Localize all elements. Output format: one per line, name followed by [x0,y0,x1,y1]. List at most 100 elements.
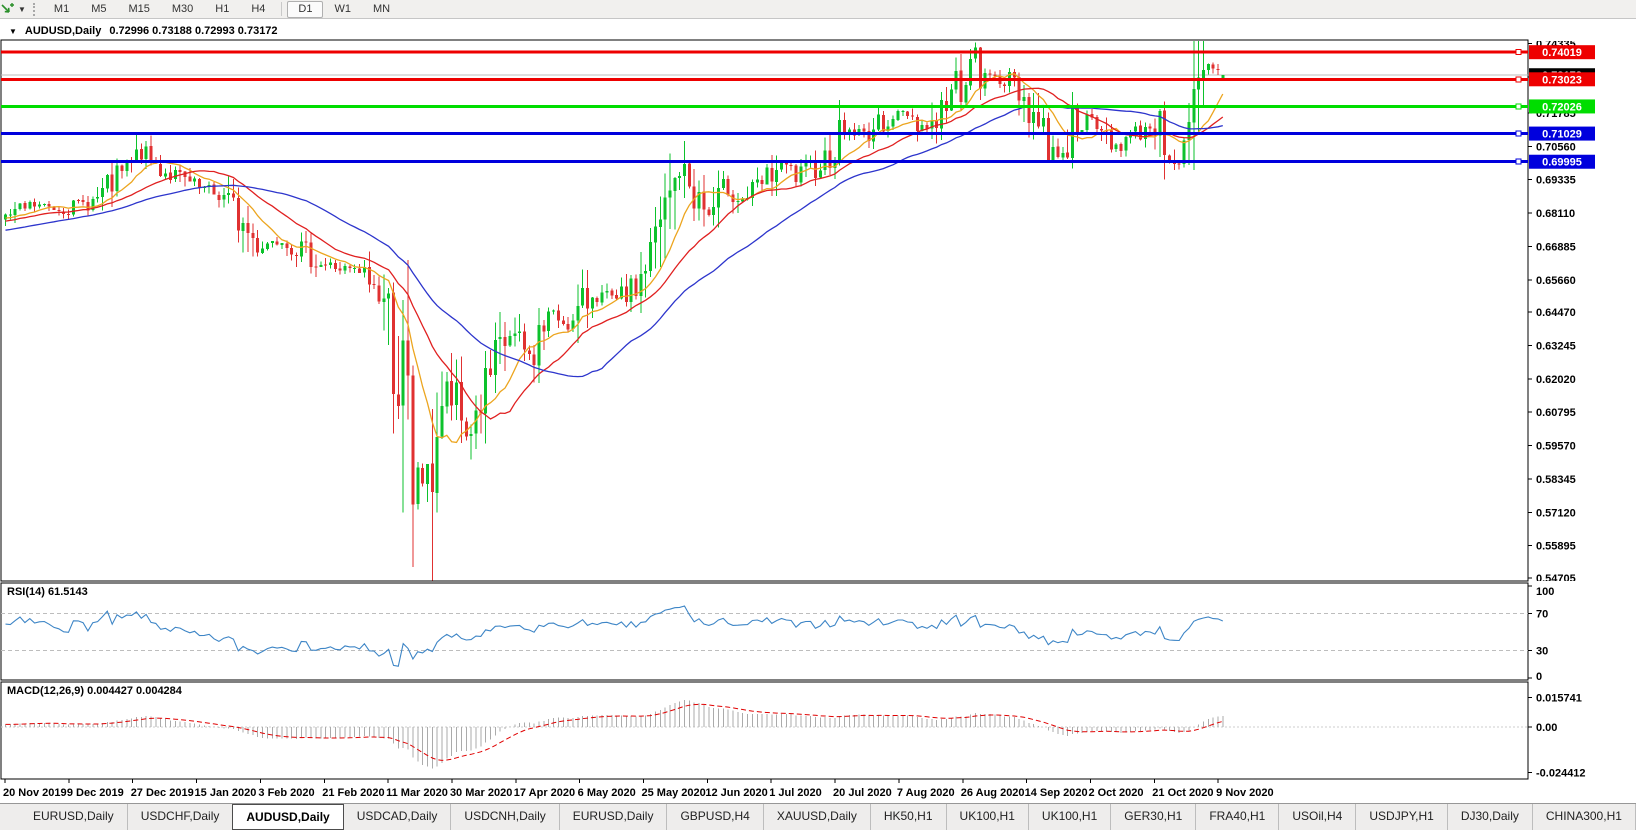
hline-handle-0.69995[interactable] [1515,158,1522,165]
rsi-tick: 70 [1536,609,1548,621]
hline-handle-0.72026[interactable] [1515,103,1522,110]
symbol-tabs: EURUSD,Daily USDCHF,Daily AUDUSD,Daily USDC… [20,804,1636,830]
hline-price-label: 0.73023 [1529,72,1595,87]
ma-10-line [5,73,1224,444]
symbol-tab-dj30-daily[interactable]: DJ30,Daily [1446,804,1532,830]
timeframe-button-m30[interactable]: M30 [171,3,194,15]
rsi-line [5,605,1224,667]
toolbar-separator [281,2,283,16]
price-tick: 0.66885 [1536,241,1576,253]
symbol-tab-china300-h1[interactable]: CHINA300,H1 [1531,804,1635,830]
rsi-label: RSI(14) 61.5143 [7,586,88,598]
date-label: 3 Feb 2020 [258,787,314,799]
chart-title: ▼ AUDUSD,Daily 0.72996 0.73188 0.72993 0… [9,25,278,37]
symbol-tab-xauusd-daily[interactable]: XAUUSD,Daily [762,804,870,830]
hline-handle-0.74019[interactable] [1515,49,1522,56]
date-label: 17 Apr 2020 [514,787,575,799]
toolbar-grip[interactable] [32,2,37,16]
symbol-tab-usoil-h1[interactable]: USOil,H1 [1634,804,1636,830]
symbol-tab-hk50-h1[interactable]: HK50,H1 [869,804,946,830]
date-label: 2 Oct 2020 [1088,787,1143,799]
tab-bar: EURUSD,Daily USDCHF,Daily AUDUSD,Daily USDC… [0,803,1636,830]
pane-frame [0,681,1529,780]
rsi-tick: 0 [1536,671,1542,683]
date-label: 1 Jul 2020 [769,787,822,799]
date-label: 21 Feb 2020 [322,787,384,799]
price-tick: 0.59570 [1536,441,1576,453]
svg-text:0.74019: 0.74019 [1542,47,1582,59]
hline-price-label: 0.71029 [1529,126,1595,141]
hline-price-label: 0.72026 [1529,99,1595,114]
timeframe-button-m5[interactable]: M5 [91,3,107,15]
timeframe-buttons: M1 M5 M15 M30 H1 H4 D1 W1 MN [43,0,401,18]
svg-text:0.71029: 0.71029 [1542,129,1582,141]
date-label: 21 Oct 2020 [1152,787,1213,799]
ohlc-values: 0.72996 0.73188 0.72993 0.73172 [109,25,278,37]
date-label: 7 Aug 2020 [897,787,955,799]
dropdown-caret-icon[interactable]: ▼ [18,4,26,14]
price-tick: 0.62020 [1536,374,1576,386]
symbol-tab-usdjpy-h1[interactable]: USDJPY,H1 [1355,804,1446,830]
pane-frame [0,582,1529,681]
date-label: 15 Jan 2020 [195,787,257,799]
symbol-tab-usdcad-daily[interactable]: USDCAD,Daily [356,809,438,823]
macd-name: MACD(12,26,9) [7,685,85,697]
symbol-period-label: AUDUSD,Daily [24,25,102,37]
date-label: 20 Jul 2020 [833,787,892,799]
symbol-tab-usdcnh-daily[interactable]: USDCNH,Daily [450,804,558,830]
price-tick: 0.70560 [1536,141,1576,153]
symbol-tab-ger30-h1[interactable]: GER30,H1 [1110,804,1195,830]
timeframe-button-m1[interactable]: M1 [53,3,70,15]
symbol-tab-gbpusd-h4[interactable]: GBPUSD,H4 [666,804,762,830]
macd-tick: -0.024412 [1536,768,1586,780]
timeframe-button-d1[interactable]: D1 [287,0,324,18]
price-tick: 0.60795 [1536,407,1576,419]
price-tick: 0.68110 [1536,208,1575,220]
symbol-tab-fra40-h1[interactable]: FRA40,H1 [1195,804,1278,830]
macd-tick: 0.00 [1536,722,1557,734]
date-label: 6 May 2020 [578,787,636,799]
collapse-triangle-icon[interactable]: ▼ [9,26,17,36]
date-label: 12 Jun 2020 [705,787,767,799]
symbol-tab-usdchf-daily[interactable]: USDCHF,Daily [126,804,233,830]
date-label: 30 Mar 2020 [450,787,512,799]
svg-text:0.72026: 0.72026 [1542,101,1582,113]
hline-handle-0.71029[interactable] [1515,130,1522,137]
timeframe-button-h1[interactable]: H1 [215,3,230,15]
date-label: 26 Aug 2020 [961,787,1025,799]
timeframe-button-h4[interactable]: H4 [251,3,266,15]
timeframe-button-mn[interactable]: MN [372,3,391,15]
date-label: 9 Nov 2020 [1216,787,1273,799]
macd-tick: 0.015741 [1536,693,1582,705]
symbol-tab-audusd-daily[interactable]: AUDUSD,Daily [232,804,344,830]
rsi-tick: 30 [1536,645,1548,657]
pane-frame [0,39,1529,582]
timeframe-button-w1[interactable]: W1 [334,3,351,15]
symbol-tab-uk100-h1[interactable]: UK100,H1 [945,804,1028,830]
timeframe-toolbar: ▼ M1 M5 M15 M30 H1 H4 D1 W1 MN [0,0,1636,19]
timeframe-button-m15[interactable]: M15 [128,3,150,15]
date-label: 9 Dec 2019 [67,787,124,799]
macd-values: 0.004427 0.004284 [87,685,182,697]
macd-signal-line [5,703,1223,761]
svg-text:0.73023: 0.73023 [1542,74,1582,86]
price-tick: 0.69335 [1536,175,1576,187]
symbol-tab-eurusd-daily[interactable]: EURUSD,Daily [33,809,114,823]
symbol-tab-uk100-h1[interactable]: UK100,H1 [1027,804,1110,830]
hline-price-label: 0.69995 [1529,154,1595,169]
symbol-tab-eurusd-daily[interactable]: EURUSD,Daily [558,804,667,830]
date-label: 11 Mar 2020 [386,787,448,799]
hline-price-label: 0.74019 [1529,45,1595,60]
price-tick: 0.54705 [1536,573,1576,585]
candles-layer [4,41,1225,581]
date-label: 25 May 2020 [642,787,706,799]
price-tick: 0.55895 [1536,541,1576,553]
hline-handle-0.73023[interactable] [1515,76,1522,83]
ma-40-line [5,104,1223,378]
price-tick: 0.58345 [1536,474,1576,486]
symbol-tab-usoil-h4[interactable]: USOil,H4 [1278,804,1355,830]
chart-cursor-icon[interactable] [1,2,16,16]
price-axis: 0.743350.731100.717850.705600.693350.681… [1528,41,1576,585]
